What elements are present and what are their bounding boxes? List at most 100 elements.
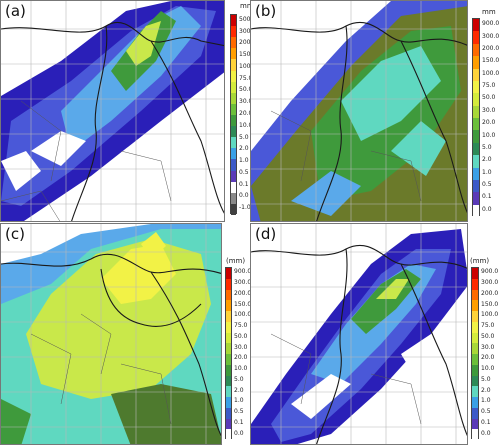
colorbar-swatch xyxy=(226,289,231,301)
colorbar-swatch xyxy=(226,332,231,344)
colorbar-swatch xyxy=(231,37,236,49)
colorbar-swatch xyxy=(473,43,479,57)
colorbar-swatch xyxy=(226,418,231,430)
colorbar-tick-label: 2.0 xyxy=(239,145,249,153)
colorbar-swatch xyxy=(231,59,236,72)
colorbar-tick-label: 5.0 xyxy=(481,375,491,383)
colorbar-tick-label: 0.5 xyxy=(482,181,492,189)
colorbar-swatch xyxy=(473,155,479,168)
colorbar-unit-b: mm xyxy=(482,8,496,16)
colorbar-tick-label: 0.5 xyxy=(239,168,249,176)
colorbar-swatch xyxy=(231,192,236,205)
colorbar-tick-label: 900.0 xyxy=(234,268,252,276)
colorbar-tick-label: 200.0 xyxy=(239,39,257,47)
colorbar-box-a xyxy=(230,14,237,216)
colorbar-swatch xyxy=(472,354,478,366)
precip-map-c xyxy=(1,224,221,444)
colorbar-tick-label: 5.0 xyxy=(482,143,492,151)
colorbar-swatch xyxy=(472,278,478,290)
rain-field xyxy=(111,384,221,444)
colorbar-tick-label: 75.0 xyxy=(482,82,496,90)
panel-label-c: (c) xyxy=(5,225,25,243)
colorbar-tick-label: 0.0 xyxy=(481,429,491,437)
panel-b: (b) mm 900.0 300.0 200.0 150.0 100.0 75.0 50.0… xyxy=(250,0,500,222)
colorbar-swatch xyxy=(472,289,478,301)
colorbar-tick-label: 300.0 xyxy=(481,279,499,287)
country-border xyxy=(316,248,348,444)
grid-lines xyxy=(251,224,467,444)
country-border xyxy=(150,271,221,437)
colorbar-tick-label: 20.0 xyxy=(481,354,495,362)
colorbar-tick-label: 50.0 xyxy=(481,332,495,340)
region-border xyxy=(370,150,422,202)
colorbar-swatch xyxy=(473,192,479,206)
colorbar-tick-label: 30.0 xyxy=(482,106,496,114)
colorbar-tick-label: 1.0 xyxy=(482,168,492,176)
rain-band-core xyxy=(126,21,161,66)
panel-label-a: (a) xyxy=(5,2,26,20)
colorbar-swatch xyxy=(473,105,479,119)
colorbar-tick-label: 0.1 xyxy=(234,418,244,426)
colorbar-swatch xyxy=(226,386,231,398)
colorbar-tick-label: 2.0 xyxy=(481,386,491,394)
colorbar-swatch xyxy=(231,115,236,127)
colorbar-swatch xyxy=(226,364,231,376)
region-border xyxy=(120,363,172,425)
colorbar-tick-label: 150.0 xyxy=(239,51,257,59)
colorbar-tick-label: 300.0 xyxy=(239,27,257,35)
map-a: (a) xyxy=(0,0,225,222)
rain-band-core xyxy=(376,279,409,299)
colorbar-tick-label: 30.0 xyxy=(234,343,248,351)
colorbar-unit-c: (mm) xyxy=(226,257,246,265)
colorbar-swatch xyxy=(231,159,236,172)
colorbar-tick-label: 10.0 xyxy=(234,365,248,373)
colorbar-swatch xyxy=(473,31,479,45)
colorbar-tick-label: 50.0 xyxy=(239,86,253,94)
colorbar-tick-label: 50.0 xyxy=(234,332,248,340)
colorbar-swatch xyxy=(231,126,236,138)
rain-field xyxy=(391,121,446,176)
colorbar-swatch xyxy=(231,48,236,60)
colorbar-tick-label: 200.0 xyxy=(482,44,500,52)
colorbar-swatch xyxy=(472,332,478,344)
dry-patch xyxy=(151,121,206,176)
colorbar-swatch xyxy=(231,181,236,194)
colorbar-tick-label: 150.0 xyxy=(234,300,252,308)
colorbar-swatch xyxy=(226,397,231,409)
precip-map-b xyxy=(251,1,467,221)
colorbar-tick-label: 200.0 xyxy=(234,289,252,297)
map-c: (c) xyxy=(0,223,222,445)
map-b: (b) xyxy=(250,0,468,222)
country-border xyxy=(316,25,348,221)
colorbar-swatch xyxy=(226,300,231,312)
colorbar-tick-label: 2.0 xyxy=(482,156,492,164)
colorbar-swatch xyxy=(226,321,231,333)
rain-field xyxy=(341,46,441,141)
panel-label-b: (b) xyxy=(255,2,277,20)
colorbar-unit-a: mm xyxy=(240,2,254,10)
colorbar-tick-label: 20.0 xyxy=(239,110,253,117)
colorbar-swatch xyxy=(231,137,236,149)
colorbar-tick-label: 100.0 xyxy=(234,311,252,319)
colorbar-swatch xyxy=(472,364,478,376)
colorbar-tick-label: 0.5 xyxy=(234,408,244,416)
panel-c: (c) (mm) 900.0 300.0 200.0 150.0 100.0 75.0 50… xyxy=(0,223,252,445)
colorbar-tick-label: 30.0 xyxy=(481,343,495,351)
colorbar-swatch xyxy=(226,354,231,366)
country-border xyxy=(251,244,467,269)
region-border xyxy=(80,313,112,375)
colorbar-tick-label: 50.0 xyxy=(482,94,496,102)
colorbar-tick-label: 150.0 xyxy=(482,57,500,65)
colorbar-tick-label: 0.0 xyxy=(234,429,244,437)
colorbar-swatch xyxy=(472,268,478,280)
colorbar-tick-label: 2.0 xyxy=(234,386,244,394)
colorbar-tick-label: 10.0 xyxy=(239,121,253,129)
country-border xyxy=(1,21,224,47)
colorbar-tick-label: 5.0 xyxy=(234,375,244,383)
region-border xyxy=(370,373,422,425)
colorbar-swatch xyxy=(231,26,236,38)
colorbar-swatch xyxy=(231,170,236,183)
colorbar-swatch xyxy=(231,148,236,160)
colorbar-swatch xyxy=(473,93,479,107)
colorbar-swatch xyxy=(472,375,478,387)
